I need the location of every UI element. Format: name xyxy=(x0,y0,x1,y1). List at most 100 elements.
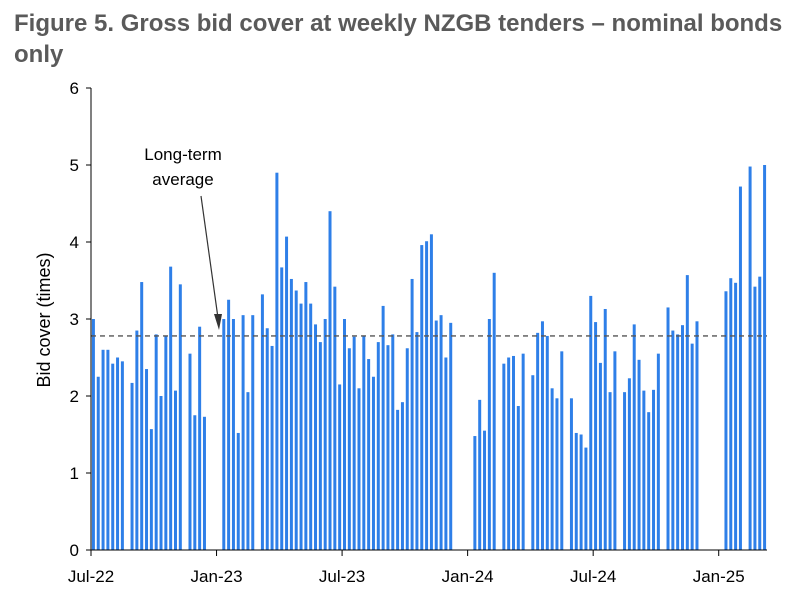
bar xyxy=(164,335,168,550)
bar xyxy=(400,402,404,550)
bar xyxy=(569,398,573,550)
bar xyxy=(381,305,385,550)
bar xyxy=(396,409,400,550)
bar xyxy=(584,447,588,550)
bar xyxy=(405,348,409,550)
y-tick-label: 6 xyxy=(70,79,79,98)
bar xyxy=(613,351,617,550)
bar xyxy=(647,412,651,550)
bar xyxy=(738,186,742,550)
bar xyxy=(608,392,612,550)
bar xyxy=(656,353,660,550)
bar xyxy=(149,429,153,550)
bar xyxy=(362,335,366,550)
bar xyxy=(449,322,453,550)
bar xyxy=(386,345,390,550)
bar xyxy=(91,319,95,550)
bar xyxy=(106,349,110,550)
bar xyxy=(251,315,255,550)
bar xyxy=(367,359,371,550)
bar xyxy=(246,392,250,550)
bar xyxy=(642,390,646,550)
bar xyxy=(502,363,506,550)
bar xyxy=(676,334,680,550)
chart-title: Figure 5. Gross bid cover at weekly NZGB… xyxy=(14,10,783,68)
bar xyxy=(328,211,332,550)
bar xyxy=(724,291,728,550)
bar xyxy=(579,434,583,550)
y-tick-label: 5 xyxy=(70,156,79,175)
bar xyxy=(666,307,670,550)
x-axis: Jul-22 Jan-23 Jul-23 Jan-24 Jul-24 Jan-25 xyxy=(68,549,767,586)
bar xyxy=(425,241,429,551)
bar xyxy=(507,357,511,550)
bar xyxy=(304,282,308,550)
x-tick-label: Jul-22 xyxy=(68,567,114,586)
bar xyxy=(154,334,158,550)
bar xyxy=(434,320,438,550)
bar xyxy=(685,275,689,550)
y-tick-label: 4 xyxy=(70,233,79,252)
bar xyxy=(748,166,752,551)
bar xyxy=(729,278,733,550)
bar xyxy=(270,345,274,550)
bar xyxy=(178,284,182,550)
bar xyxy=(376,342,380,550)
bar xyxy=(174,390,177,550)
x-tick-label: Jul-24 xyxy=(570,567,616,586)
bar xyxy=(294,290,298,550)
bar xyxy=(512,355,515,550)
bar xyxy=(598,362,602,550)
bar xyxy=(318,342,322,550)
bar xyxy=(439,315,443,550)
x-tick-label: Jan-23 xyxy=(191,567,243,586)
bar xyxy=(116,357,120,550)
bar xyxy=(135,330,139,550)
bar xyxy=(521,353,525,550)
y-tick-label: 1 xyxy=(70,464,79,483)
y-axis: 0 1 2 3 4 5 6 xyxy=(70,79,92,560)
bar xyxy=(120,361,124,550)
bar xyxy=(763,165,767,550)
bar xyxy=(198,326,202,550)
bar xyxy=(309,303,313,550)
bar xyxy=(227,299,231,550)
bar xyxy=(260,294,264,550)
bar xyxy=(193,415,197,550)
bar xyxy=(289,278,293,550)
bar xyxy=(323,319,327,550)
bar xyxy=(681,325,684,550)
annotation-arrow xyxy=(200,195,222,330)
bar xyxy=(516,406,520,550)
bar xyxy=(545,335,549,550)
bar xyxy=(555,398,559,550)
bar xyxy=(265,328,269,550)
bar xyxy=(338,384,342,550)
bars-group xyxy=(91,165,767,551)
bar xyxy=(130,382,134,550)
bar xyxy=(444,357,448,550)
bar xyxy=(492,272,496,550)
bar xyxy=(101,349,105,550)
bar xyxy=(111,363,115,550)
bar xyxy=(188,353,192,550)
bar xyxy=(236,432,240,550)
bar xyxy=(478,399,482,550)
bar xyxy=(540,321,544,550)
annotation-line-2: average xyxy=(152,170,213,189)
bar xyxy=(202,416,206,550)
bar xyxy=(231,319,235,550)
x-tick-label: Jan-24 xyxy=(442,567,494,586)
bar xyxy=(299,303,303,550)
bar xyxy=(483,430,487,550)
y-tick-label: 0 xyxy=(70,541,79,560)
bar xyxy=(333,286,337,550)
annotation-line-1: Long-term xyxy=(144,145,221,164)
bar xyxy=(487,319,491,550)
bar xyxy=(280,267,284,550)
bar xyxy=(169,266,173,550)
bar xyxy=(734,282,738,550)
bar xyxy=(594,322,598,550)
bar xyxy=(285,236,289,551)
